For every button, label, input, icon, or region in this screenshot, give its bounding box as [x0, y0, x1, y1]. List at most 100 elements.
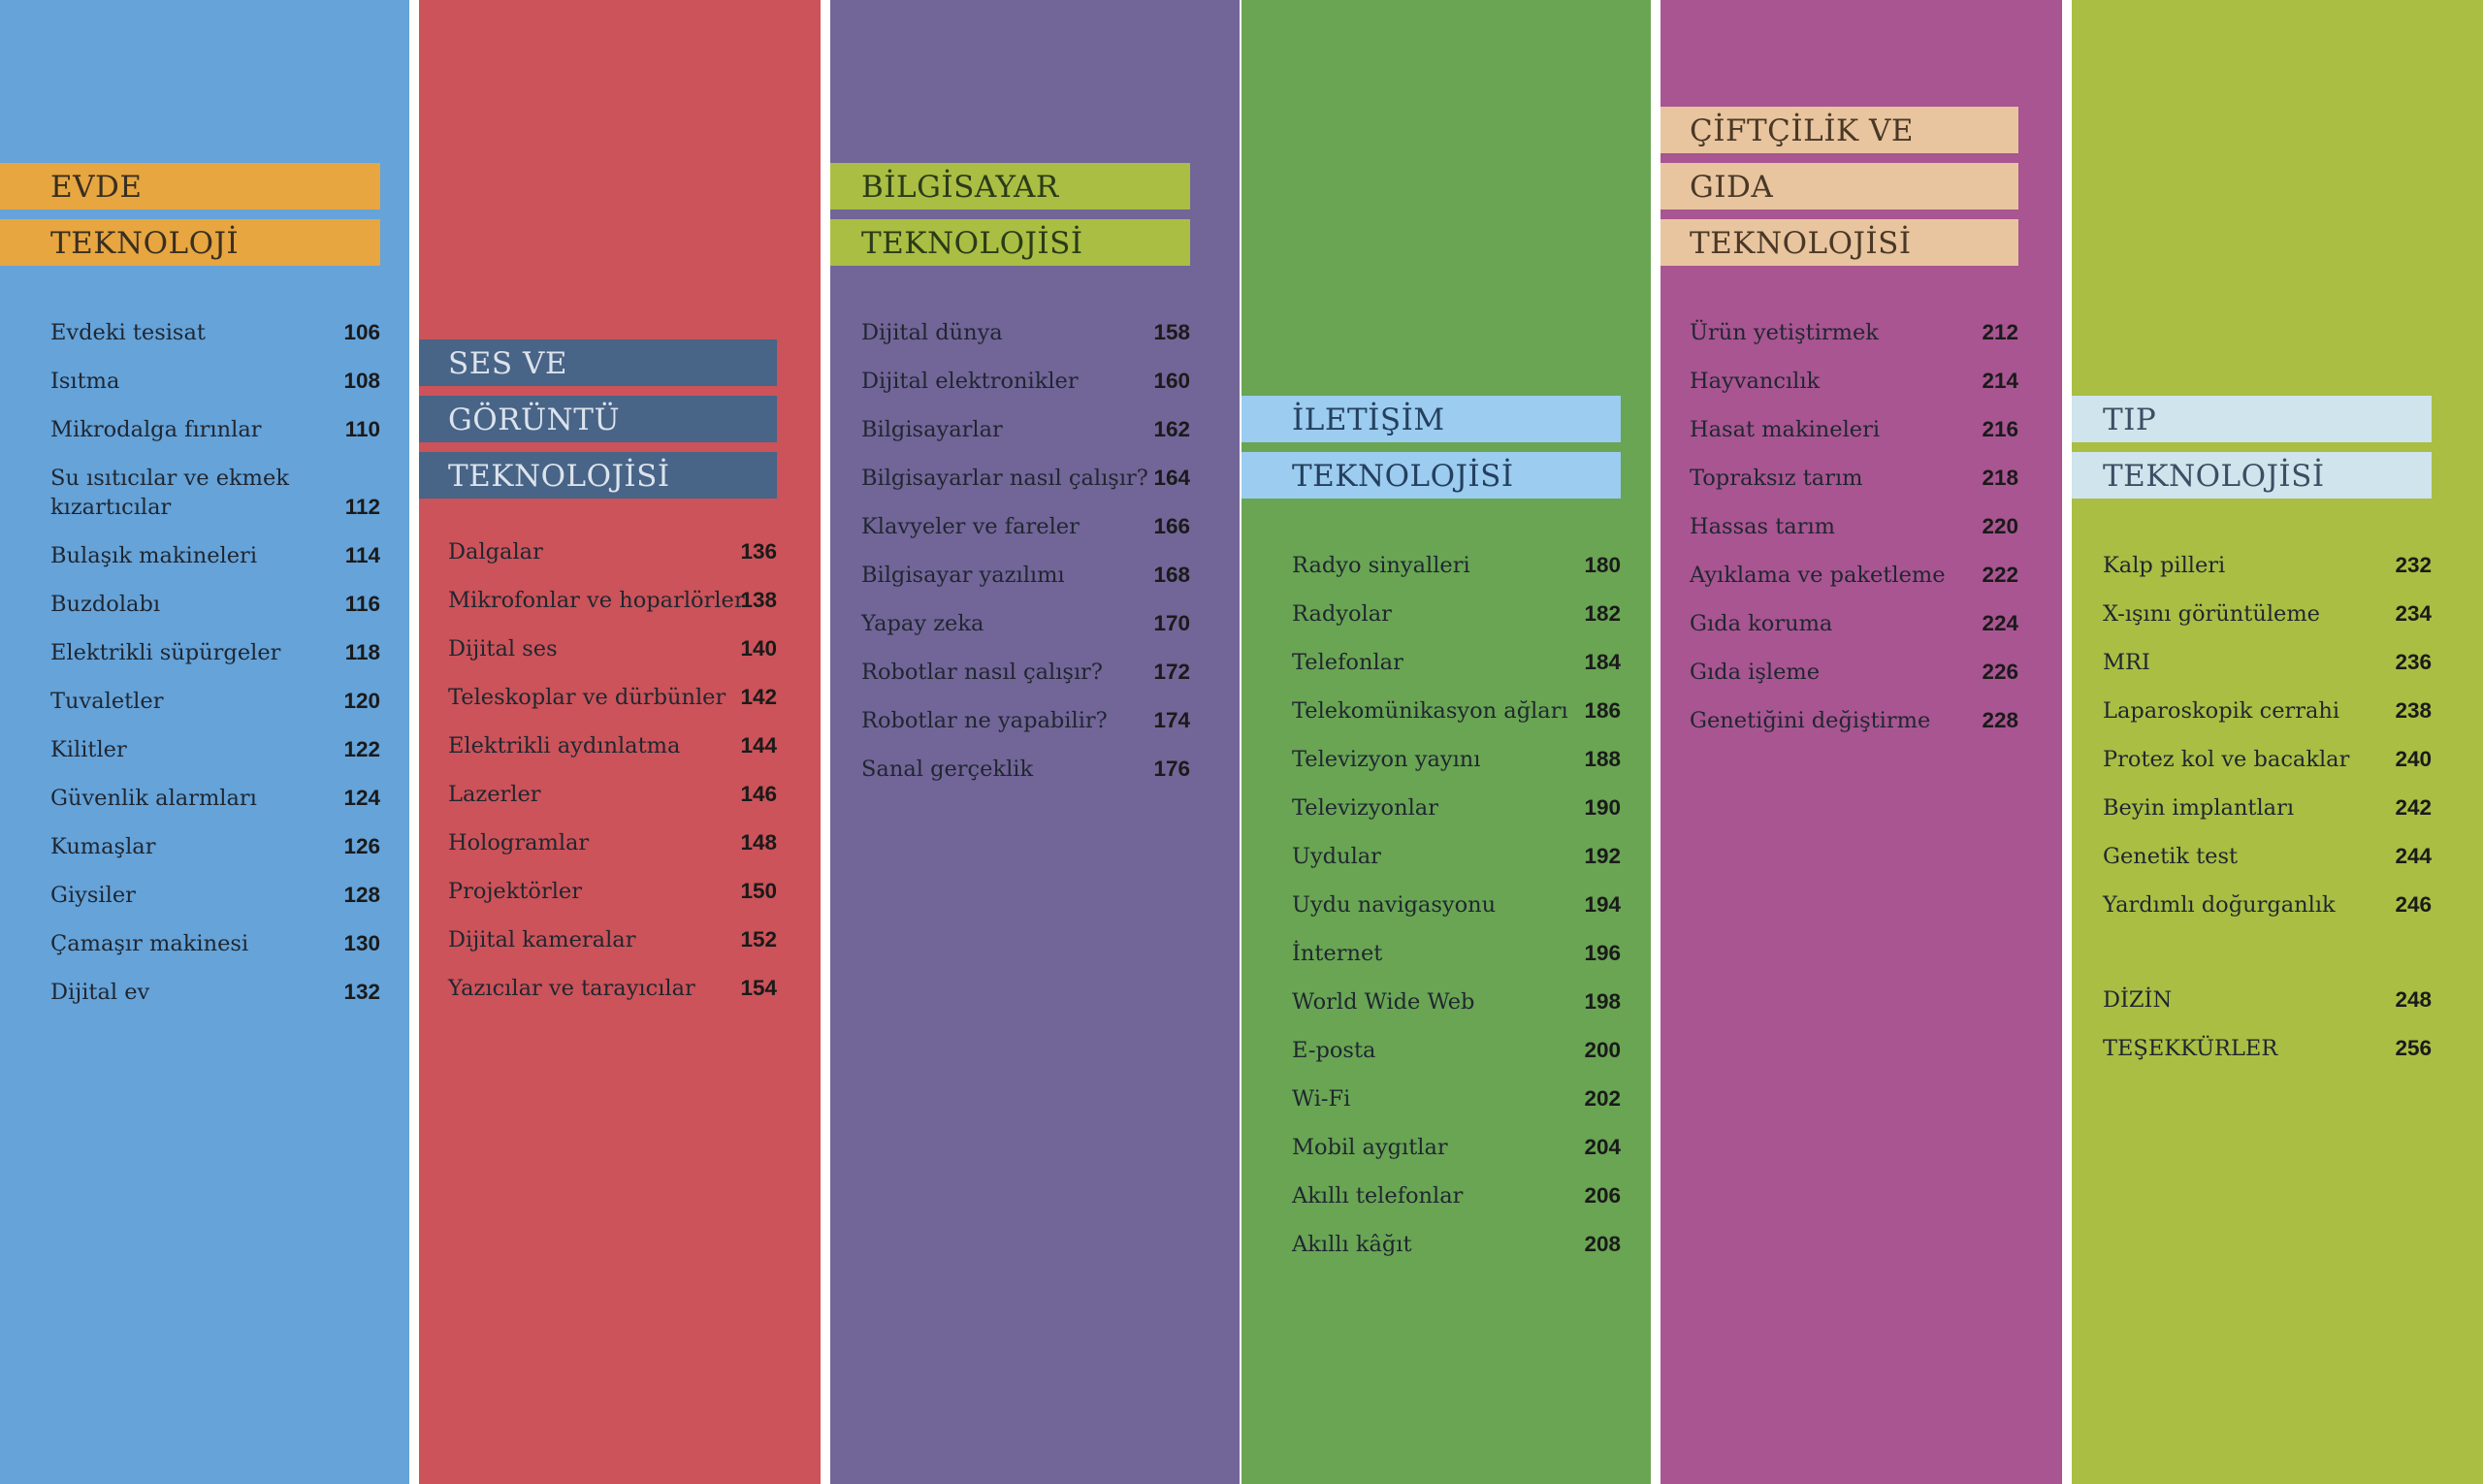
toc-entry[interactable]: Ürün yetiştirmek 212 [1690, 318, 2018, 347]
toc-entry[interactable]: Uydular 192 [1292, 842, 1621, 871]
toc-entry[interactable]: Bilgisayarlar nasıl çalışır? 164 [861, 464, 1190, 493]
toc-entry[interactable]: Yazıcılar ve tarayıcılar 154 [448, 974, 777, 1003]
toc-entry[interactable]: Hologramlar 148 [448, 828, 777, 857]
toc-entry[interactable]: Hayvancılık 214 [1690, 367, 2018, 396]
toc-entry-title: Hologramlar [448, 830, 590, 855]
toc-entry-title: Bulaşık makineleri [50, 543, 258, 568]
toc-entry[interactable]: Radyolar 182 [1292, 599, 1621, 629]
toc-entry[interactable]: Gıda işleme 226 [1690, 658, 2018, 687]
toc-entry[interactable]: Lazerler 146 [448, 780, 777, 809]
section-heading-line: İLETİŞİM [1242, 396, 1621, 442]
toc-entry[interactable]: Bilgisayar yazılımı 168 [861, 561, 1190, 590]
toc-entry[interactable]: Telekomünikasyon ağları 186 [1292, 696, 1621, 726]
toc-entry-title: Genetik test [2103, 844, 2239, 869]
toc-entry[interactable]: Dijital elektronikler 160 [861, 367, 1190, 396]
toc-entry[interactable]: Mikrofonlar ve hoparlörler 138 [448, 586, 777, 615]
section-heading-line: TEKNOLOJİSİ [419, 452, 777, 499]
toc-entry[interactable]: Dijital ev 132 [50, 978, 380, 1007]
toc-entry[interactable]: Ayıklama ve paketleme 222 [1690, 561, 2018, 590]
toc-entry[interactable]: Genetiğini değiştirme 228 [1690, 706, 2018, 735]
toc-entry-title: Robotlar ne yapabilir? [861, 708, 1108, 733]
toc-entry[interactable]: Topraksız tarım 218 [1690, 464, 2018, 493]
toc-entry[interactable]: Beyin implantları 242 [2103, 793, 2432, 823]
toc-entry[interactable]: Hasat makineleri 216 [1690, 415, 2018, 444]
section-heading-line: GÖRÜNTÜ [419, 396, 777, 442]
toc-entry[interactable]: Uydu navigasyonu 194 [1292, 890, 1621, 919]
toc-entry-title: Giysiler [50, 883, 136, 908]
toc-entry[interactable]: Elektrikli süpürgeler 118 [50, 638, 380, 667]
toc-entry[interactable]: E-posta 200 [1292, 1036, 1621, 1065]
toc-entry-title: Radyolar [1292, 601, 1392, 627]
toc-entry[interactable]: Kumaşlar 126 [50, 832, 380, 861]
toc-entry[interactable]: Giysiler 128 [50, 881, 380, 910]
section-heading-line: GIDA [1661, 163, 2018, 210]
toc-entry[interactable]: World Wide Web 198 [1292, 987, 1621, 1016]
toc-entry[interactable]: Robotlar ne yapabilir? 174 [861, 706, 1190, 735]
toc-entry[interactable]: Dijital dünya 158 [861, 318, 1190, 347]
toc-entry[interactable]: Kalp pilleri 232 [2103, 551, 2432, 580]
toc-entry[interactable]: Su ısıtıcılar ve ekmek kızartıcılar 112 [50, 464, 380, 522]
toc-entry[interactable]: Akıllı kâğıt 208 [1292, 1230, 1621, 1259]
toc-entry[interactable]: Bulaşık makineleri 114 [50, 541, 380, 570]
toc-entry[interactable]: Akıllı telefonlar 206 [1292, 1181, 1621, 1210]
toc-entry[interactable]: Mikrodalga fırınlar 110 [50, 415, 380, 444]
toc-entry-title: İnternet [1292, 941, 1383, 966]
toc-entry[interactable]: Televizyonlar 190 [1292, 793, 1621, 823]
toc-entry[interactable]: Tuvaletler 120 [50, 687, 380, 716]
toc-entry[interactable]: Sanal gerçeklik 176 [861, 755, 1190, 784]
toc-entry-page-number: 184 [1584, 650, 1621, 674]
toc-entry[interactable]: Klavyeler ve fareler 166 [861, 512, 1190, 541]
toc-entry[interactable]: Laparoskopik cerrahi 238 [2103, 696, 2432, 726]
toc-entry-page-number: 164 [1153, 466, 1190, 490]
toc-entry[interactable]: DİZİN 248 [2103, 985, 2432, 1015]
toc-entry-page-number: 146 [740, 782, 777, 806]
toc-entry[interactable]: MRI 236 [2103, 648, 2432, 677]
toc-entry-title: Güvenlik alarmları [50, 786, 257, 811]
toc-entry-title: Wi-Fi [1292, 1086, 1351, 1112]
toc-entry[interactable]: Güvenlik alarmları 124 [50, 784, 380, 813]
toc-entry[interactable]: Buzdolabı 116 [50, 590, 380, 619]
toc-entry-page-number: 234 [2395, 601, 2432, 626]
toc-entry[interactable]: Hassas tarım 220 [1690, 512, 2018, 541]
toc-entry[interactable]: X-ışını görüntüleme 234 [2103, 599, 2432, 629]
toc-entry[interactable]: Teleskoplar ve dürbünler 142 [448, 683, 777, 712]
toc-entry[interactable]: Dijital kameralar 152 [448, 925, 777, 954]
toc-entry-title: Elektrikli süpürgeler [50, 640, 281, 665]
toc-entry[interactable]: Wi-Fi 202 [1292, 1084, 1621, 1113]
toc-entry[interactable]: Telefonlar 184 [1292, 648, 1621, 677]
toc-entry-page-number: 246 [2395, 892, 2432, 917]
toc-entry[interactable]: Elektrikli aydınlatma 144 [448, 731, 777, 760]
toc-entry[interactable]: Çamaşır makinesi 130 [50, 929, 380, 958]
toc-entry[interactable]: Evdeki tesisat 106 [50, 318, 380, 347]
toc-entry[interactable]: Isıtma 108 [50, 367, 380, 396]
toc-entry-page-number: 208 [1584, 1232, 1621, 1256]
toc-entry-page-number: 188 [1584, 747, 1621, 771]
toc-entry[interactable]: Dijital ses 140 [448, 634, 777, 663]
toc-entry[interactable]: Genetik test 244 [2103, 842, 2432, 871]
toc-entry-title: Ayıklama ve paketleme [1690, 563, 1946, 588]
toc-entry-title: Projektörler [448, 879, 582, 904]
toc-entry-page-number: 226 [1982, 660, 2018, 684]
toc-entry-title: Çamaşır makinesi [50, 931, 249, 956]
toc-entry[interactable]: Bilgisayarlar 162 [861, 415, 1190, 444]
toc-entry[interactable]: TEŞEKKÜRLER 256 [2103, 1034, 2432, 1063]
toc-entry-page-number: 118 [344, 640, 380, 664]
toc-entry[interactable]: Radyo sinyalleri 180 [1292, 551, 1621, 580]
toc-entry-title: X-ışını görüntüleme [2103, 601, 2320, 627]
toc-entry[interactable]: Robotlar nasıl çalışır? 172 [861, 658, 1190, 687]
toc-entry[interactable]: İnternet 196 [1292, 939, 1621, 968]
toc-entry[interactable]: Yardımlı doğurganlık 246 [2103, 890, 2432, 919]
section-heading-line: TEKNOLOJİ [0, 219, 380, 266]
toc-entry-page-number: 132 [343, 980, 380, 1004]
toc-entry[interactable]: Mobil aygıtlar 204 [1292, 1133, 1621, 1162]
toc-entry[interactable]: Dalgalar 136 [448, 537, 777, 566]
toc-entry-page-number: 108 [343, 369, 380, 393]
toc-entry[interactable]: Protez kol ve bacaklar 240 [2103, 745, 2432, 774]
toc-entry-page-number: 150 [740, 879, 777, 903]
toc-entry[interactable]: Yapay zeka 170 [861, 609, 1190, 638]
toc-entry[interactable]: Gıda koruma 224 [1690, 609, 2018, 638]
toc-entry[interactable]: Kilitler 122 [50, 735, 380, 764]
section-heading-line: ÇİFTÇİLİK VE [1661, 107, 2018, 153]
toc-entry[interactable]: Televizyon yayını 188 [1292, 745, 1621, 774]
toc-entry[interactable]: Projektörler 150 [448, 877, 777, 906]
